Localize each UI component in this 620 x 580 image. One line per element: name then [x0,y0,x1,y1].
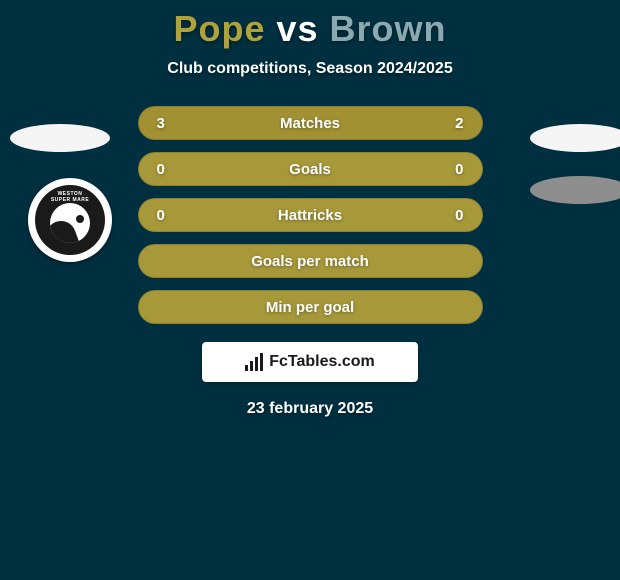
stat-label: Hattricks [177,207,444,224]
stat-right-value: 2 [444,115,464,132]
club-crest: WESTON SUPER MARE [28,178,112,262]
vs-separator: vs [276,8,318,49]
stat-row-min-per-goal: Min per goal [138,290,483,324]
stat-label: Goals [177,161,444,178]
attribution-logo: FcTables.com [245,353,375,371]
player2-badge-placeholder-2 [530,176,620,204]
stat-row-matches: 3 Matches 2 [138,106,483,140]
stat-left-value: 0 [157,207,177,224]
stat-left-value: 3 [157,115,177,132]
stat-right-value: 0 [444,207,464,224]
bird-icon [50,203,90,243]
stat-label: Min per goal [177,299,444,316]
stat-left-value: 0 [157,161,177,178]
attribution-text: FcTables.com [269,353,375,371]
date: 23 february 2025 [247,400,373,418]
stat-row-hattricks: 0 Hattricks 0 [138,198,483,232]
player2-name: Brown [330,8,447,49]
crest-text: WESTON SUPER MARE [35,191,105,203]
subtitle: Club competitions, Season 2024/2025 [167,60,452,78]
stat-row-goals: 0 Goals 0 [138,152,483,186]
player1-name: Pope [173,8,265,49]
stat-row-goals-per-match: Goals per match [138,244,483,278]
attribution-link[interactable]: FcTables.com [202,342,418,382]
bars-icon [245,353,263,371]
player1-badge-placeholder-1 [10,124,110,152]
stat-right-value: 0 [444,161,464,178]
player2-badge-placeholder-1 [530,124,620,152]
crest-inner: WESTON SUPER MARE [35,185,105,255]
page-title: Pope vs Brown [173,8,446,50]
stats-table: 3 Matches 2 0 Goals 0 0 Hattricks 0 Goal… [138,106,483,324]
stat-label: Matches [177,115,444,132]
stat-label: Goals per match [177,253,444,270]
